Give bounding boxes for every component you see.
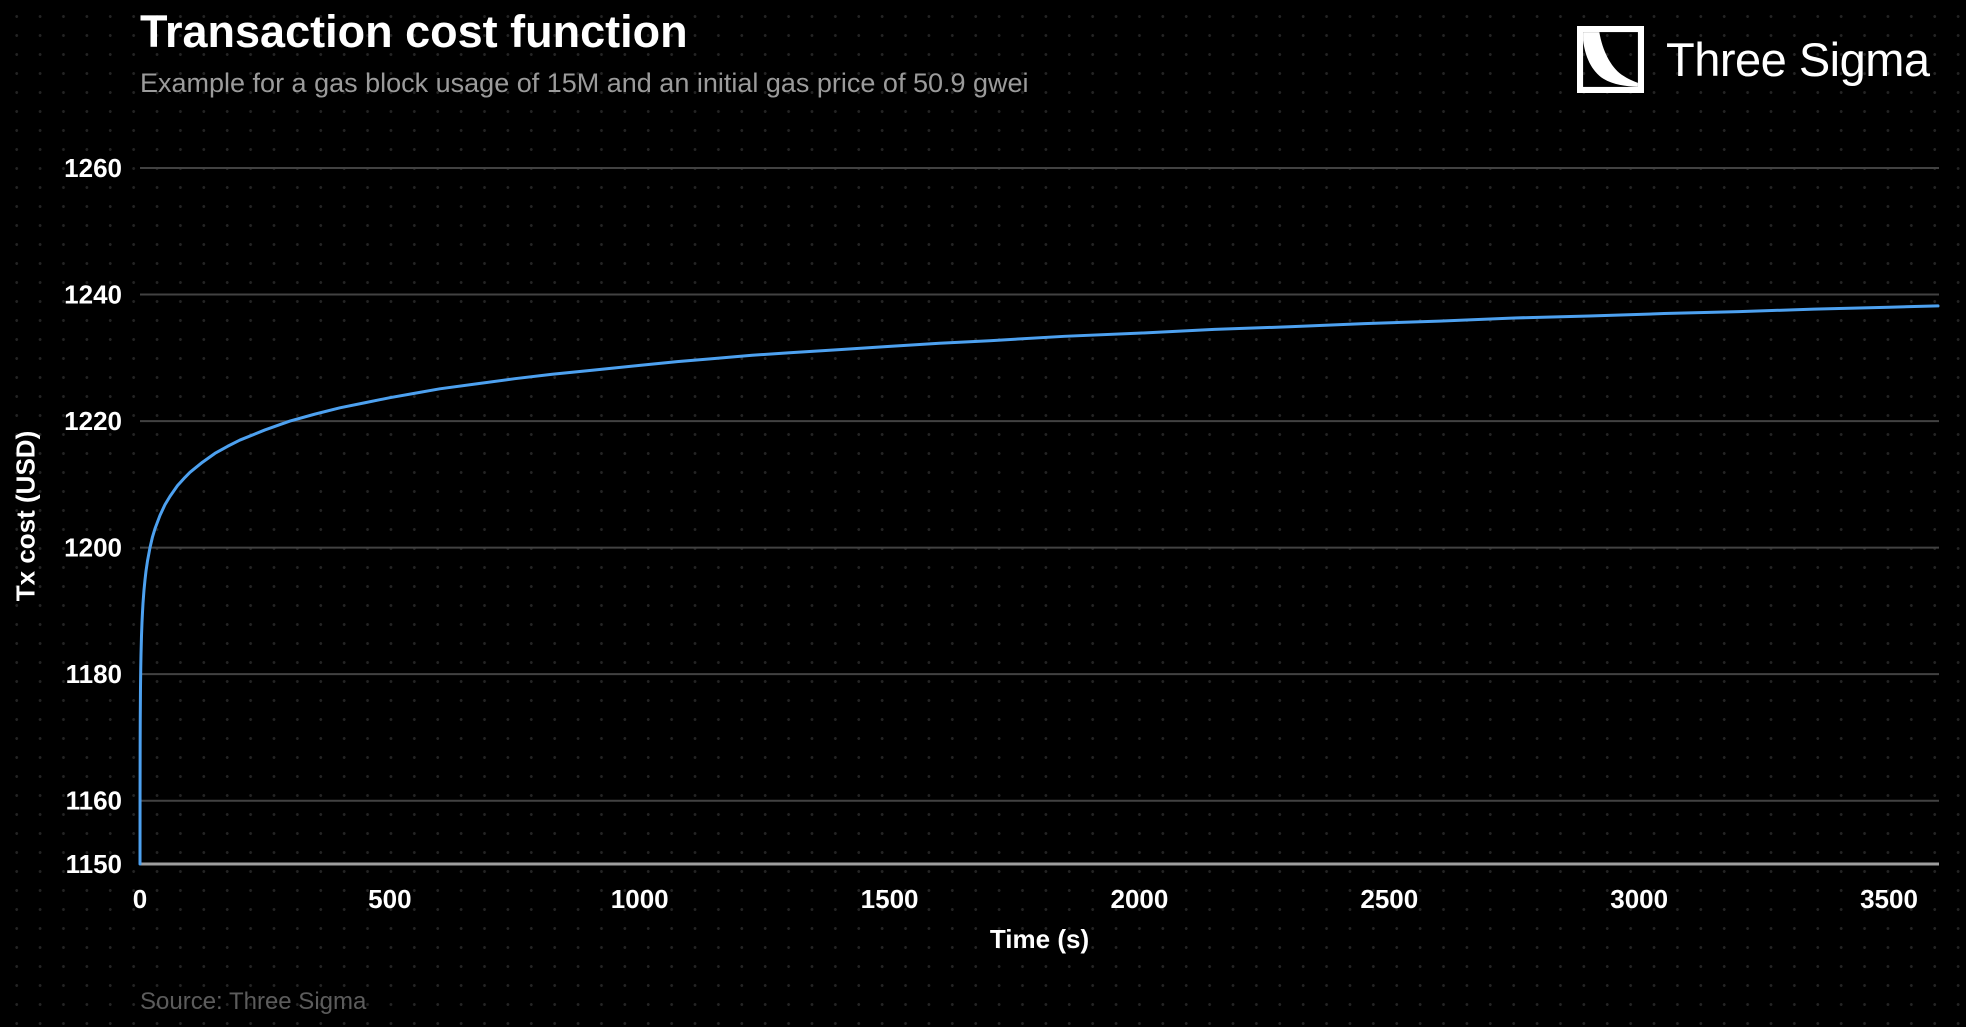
brand: Three Sigma bbox=[1577, 26, 1930, 93]
y-tick-label: 1200 bbox=[64, 533, 122, 563]
y-axis-title: Tx cost (USD) bbox=[10, 430, 41, 602]
brand-name: Three Sigma bbox=[1666, 33, 1930, 86]
three-sigma-logo-icon bbox=[1577, 26, 1644, 93]
chart-title: Transaction cost function bbox=[140, 6, 688, 57]
logo-decay-curve bbox=[1583, 32, 1638, 87]
x-tick-label: 500 bbox=[368, 884, 411, 914]
x-axis-title: Time (s) bbox=[989, 924, 1090, 954]
chart-subtitle: Example for a gas block usage of 15M and… bbox=[140, 68, 1029, 98]
x-tick-label: 3000 bbox=[1610, 884, 1668, 914]
x-tick-label: 2500 bbox=[1360, 884, 1418, 914]
x-tick-label: 0 bbox=[133, 884, 147, 914]
x-tick-label: 1000 bbox=[611, 884, 669, 914]
y-tick-label: 1160 bbox=[66, 786, 122, 816]
x-tick-label: 3500 bbox=[1860, 884, 1918, 914]
y-tick-label: 1180 bbox=[66, 659, 122, 689]
y-tick-label: 1150 bbox=[66, 849, 122, 879]
x-tick-label: 1500 bbox=[861, 884, 919, 914]
y-tick-label: 1240 bbox=[64, 280, 122, 310]
tx-cost-curve bbox=[138, 304, 1940, 866]
y-tick-label: 1260 bbox=[64, 153, 122, 183]
logo-square-outline bbox=[1577, 26, 1644, 93]
y-tick-label: 1220 bbox=[64, 406, 122, 436]
source-note: Source: Three Sigma bbox=[140, 988, 367, 1015]
x-tick-label: 2000 bbox=[1111, 884, 1169, 914]
